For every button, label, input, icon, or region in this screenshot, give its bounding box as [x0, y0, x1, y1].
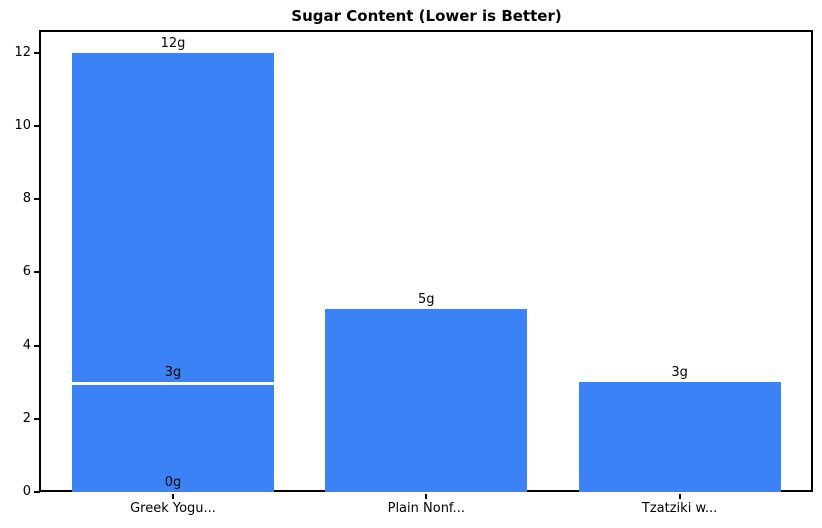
y-tick [34, 125, 40, 128]
x-tick-label: Tzatziki w... [641, 501, 718, 516]
x-tick [425, 494, 428, 499]
bar-value-label: 3g [164, 365, 182, 381]
y-tick [34, 491, 40, 493]
y-tick-label: 10 [14, 118, 31, 134]
bar-value-label: 0g [164, 475, 182, 490]
bar-value-label: 3g [671, 365, 688, 381]
y-tick-label: 0 [22, 484, 31, 499]
chart-title: Sugar Content (Lower is Better) [291, 7, 562, 25]
y-tick-label: 6 [22, 264, 31, 280]
x-tick-label: Plain Nonf... [387, 501, 465, 516]
bar [325, 309, 528, 492]
bar-value-label: 5g [418, 292, 435, 308]
bar-value-label: 12g [160, 35, 186, 51]
y-tick-label: 4 [22, 337, 31, 353]
bar [578, 382, 781, 492]
y-tick-label: 12 [14, 44, 31, 60]
bar [72, 382, 274, 492]
x-tick [172, 494, 174, 499]
y-tick-label: 8 [22, 191, 31, 207]
x-tick [678, 494, 681, 499]
y-tick [34, 198, 40, 201]
y-tick [34, 51, 40, 54]
y-tick [34, 344, 40, 347]
y-tick-label: 2 [22, 410, 31, 426]
x-tick-label: Greek Yogu... [130, 501, 216, 516]
y-tick [34, 417, 40, 420]
y-tick [34, 271, 40, 274]
